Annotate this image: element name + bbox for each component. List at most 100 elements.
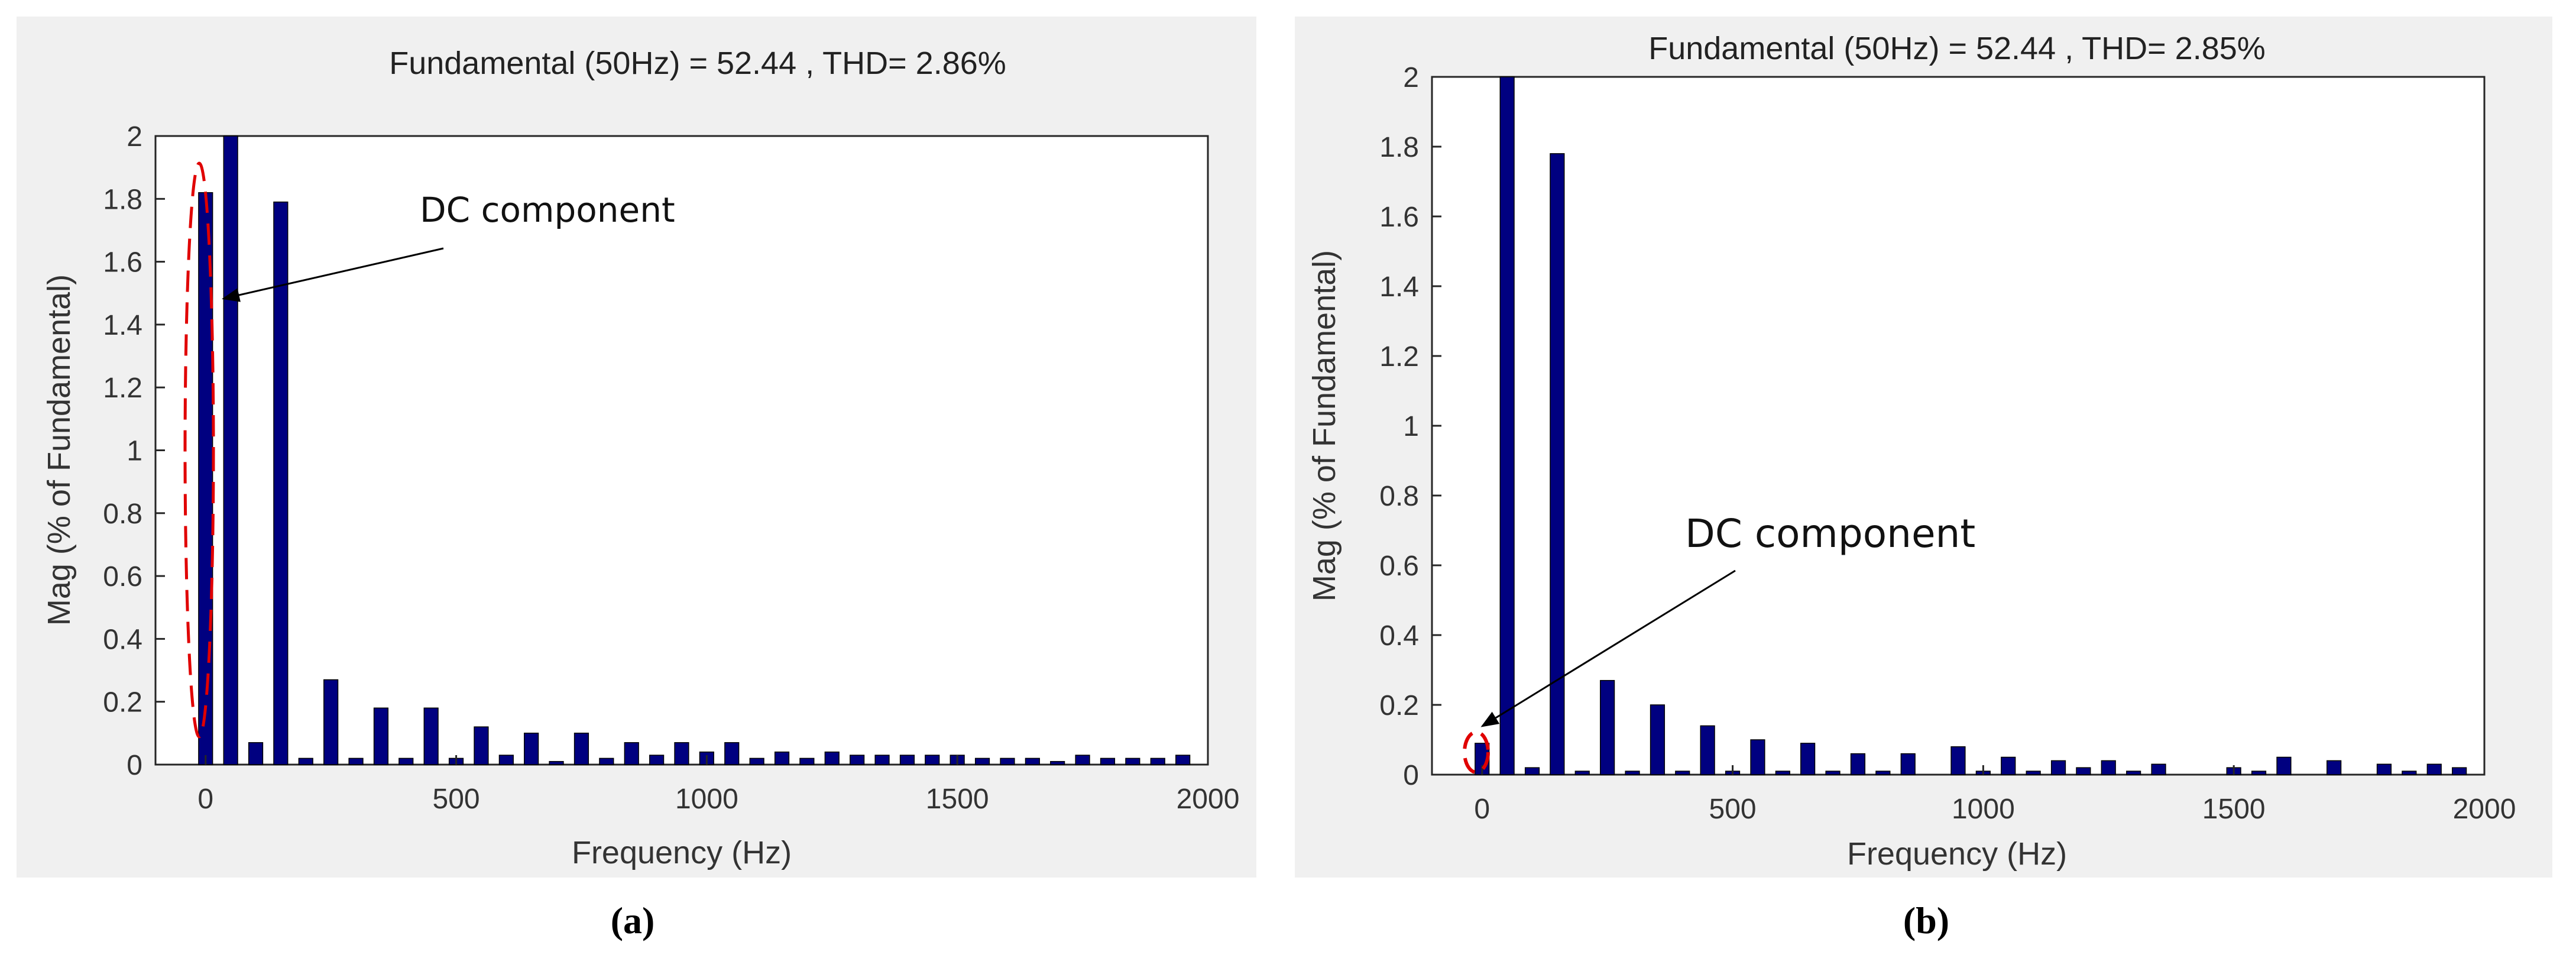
panel-a-y-tick-label: 0.6 (103, 561, 142, 593)
panel-b-bar-800hz (1875, 771, 1891, 775)
panel-a-y-tick-label: 1.8 (103, 184, 142, 215)
panel-a-bar-400hz (398, 757, 414, 765)
panel-a-bar-900hz (649, 755, 665, 765)
panel-b-y-tick-label: 1.2 (1379, 341, 1419, 373)
panel-a-bar-1650hz (1025, 757, 1040, 765)
panel-b-y-tick-label: 0.2 (1379, 690, 1419, 721)
panel-b-y-tick-label: 0.4 (1379, 620, 1419, 652)
panel-b-bar-150hz (1550, 153, 1565, 775)
panel-b-plot-area (1431, 76, 2486, 776)
panel-b-bar-950hz (1950, 746, 1966, 775)
panel-b-bar-1100hz (2026, 771, 2041, 775)
panel-a-x-tick-label: 1000 (675, 784, 738, 815)
panel-b-y-tick-label: 1.6 (1379, 202, 1419, 233)
panel-b-bar-550hz (1750, 739, 1765, 775)
panel-b-label: (b) (1903, 899, 1949, 941)
panel-a-y-ticks: 0 0.2 0.4 0.6 0.8 1 1.2 1.4 1.6 1.8 2 (103, 121, 165, 781)
panel-b-annotation-label: DC component (1685, 511, 1975, 556)
panel-a-x-axis-label: Frequency (Hz) (572, 835, 792, 870)
panel-b-bar-1850hz (2402, 771, 2417, 775)
panel-a-y-tick-label: 1.4 (103, 310, 142, 341)
panel-a-bar-50hz (223, 135, 238, 765)
panel-b-y-tick-label: 2 (1403, 62, 1419, 93)
panel-b-bar-1250hz (2101, 760, 2116, 775)
panel-a-bar-1100hz (749, 757, 764, 765)
panel-a-bar-850hz (624, 742, 639, 765)
panel-b-x-tick-label: 1500 (2202, 794, 2266, 825)
panel-b-y-tick-label: 1.8 (1379, 132, 1419, 163)
panel-a-y-tick-label: 0.8 (103, 498, 142, 530)
panel-b-bar-850hz (1900, 753, 1916, 775)
panel-a-bar-200hz (298, 757, 313, 765)
panel-b-bar-700hz (1825, 771, 1841, 775)
panel-a-plot-area (154, 135, 1209, 766)
panel-b-y-tick-label: 0.6 (1379, 551, 1419, 582)
panel-a-bar-650hz (524, 733, 539, 765)
panel-a-bar-1600hz (1000, 757, 1015, 765)
panel-a: Fundamental (50Hz) = 52.44 , THD= 2.86% … (17, 17, 1256, 941)
panel-b-bar-200hz (1574, 771, 1590, 775)
panel-b-x-tick-label: 500 (1709, 794, 1757, 825)
panel-b: Fundamental (50Hz) = 52.44 , THD= 2.85% … (1295, 17, 2552, 941)
panel-b-x-axis-label: Frequency (Hz) (1847, 836, 2067, 872)
panel-a-bar-1350hz (874, 755, 890, 765)
panel-a-bar-750hz (573, 733, 589, 765)
panel-a-bar-450hz (423, 707, 439, 765)
panel-b-bar-250hz (1600, 679, 1615, 775)
panel-b-y-tick-label: 0.8 (1379, 481, 1419, 512)
panel-b-bar-1700hz (2326, 760, 2342, 775)
panel-a-bar-1700hz (1050, 760, 1065, 765)
panel-b-y-axis-label: Mag (% of Fundamental) (1307, 250, 1342, 601)
panel-a-bar-1950hz (1175, 755, 1191, 765)
panel-a-bar-300hz (348, 757, 364, 765)
panel-b-x-tick-label: 0 (1474, 794, 1490, 825)
panel-a-bar-1250hz (824, 751, 840, 765)
panel-a-bar-700hz (549, 760, 564, 765)
panel-a-bar-1050hz (724, 742, 740, 765)
panel-a-y-tick-label: 0.4 (103, 624, 142, 655)
panel-b-bar-1350hz (2151, 763, 2166, 775)
panel-a-y-tick-label: 1.2 (103, 373, 142, 404)
panel-a-title: Fundamental (50Hz) = 52.44 , THD= 2.86% (389, 46, 1006, 81)
panel-a-x-ticks: 0 500 1000 1500 2000 (197, 755, 1239, 815)
panel-a-y-tick-label: 0 (127, 750, 142, 781)
panel-a-bar-0hz (198, 192, 213, 765)
panel-b-bar-1300hz (2126, 771, 2141, 775)
panel-a-bar-550hz (474, 726, 489, 765)
panel-b-bar-1550hz (2251, 771, 2267, 775)
panel-a-bar-1850hz (1125, 757, 1140, 765)
panel-b-bar-50hz (1499, 76, 1515, 775)
panel-a-x-tick-label: 2000 (1177, 784, 1240, 815)
panel-a-y-axis-label: Mag (% of Fundamental) (41, 274, 77, 626)
panel-a-annotation-label: DC component (420, 190, 675, 230)
panel-a-bar-1800hz (1100, 757, 1116, 765)
panel-a-bar-1550hz (974, 757, 990, 765)
panel-a-x-tick-label: 500 (433, 784, 480, 815)
panel-a-y-tick-label: 0.2 (103, 687, 142, 718)
panel-a-bar-1150hz (774, 751, 790, 765)
panel-b-bar-600hz (1775, 771, 1790, 775)
panel-b-bars (1475, 76, 2467, 775)
panel-a-bar-1900hz (1150, 757, 1165, 765)
panel-a-dc-highlight-ellipse (183, 161, 215, 739)
panel-a-label: (a) (611, 899, 655, 941)
panel-b-bar-1900hz (2426, 763, 2442, 775)
panel-a-bar-150hz (273, 201, 289, 765)
panel-b-title: Fundamental (50Hz) = 52.44 , THD= 2.85% (1648, 31, 2266, 66)
panel-a-bar-800hz (599, 757, 614, 765)
panel-a-bar-250hz (323, 679, 339, 765)
panel-a-bar-1200hz (799, 757, 815, 765)
panel-b-bar-1950hz (2452, 767, 2467, 775)
panel-b-bar-300hz (1625, 771, 1640, 775)
panel-b-bar-1150hz (2050, 760, 2066, 775)
panel-a-bar-350hz (373, 707, 389, 765)
panel-b-bar-1050hz (2001, 756, 2016, 775)
panel-b-y-tick-label: 1.4 (1379, 271, 1419, 303)
panel-b-dc-highlight-ellipse (1463, 730, 1490, 774)
panel-a-bar-100hz (248, 742, 264, 765)
panel-a-bar-1750hz (1075, 755, 1090, 765)
panel-b-bar-100hz (1524, 767, 1540, 775)
panel-b-x-tick-label: 1000 (1952, 794, 2015, 825)
panel-a-y-tick-label: 1 (127, 436, 142, 467)
